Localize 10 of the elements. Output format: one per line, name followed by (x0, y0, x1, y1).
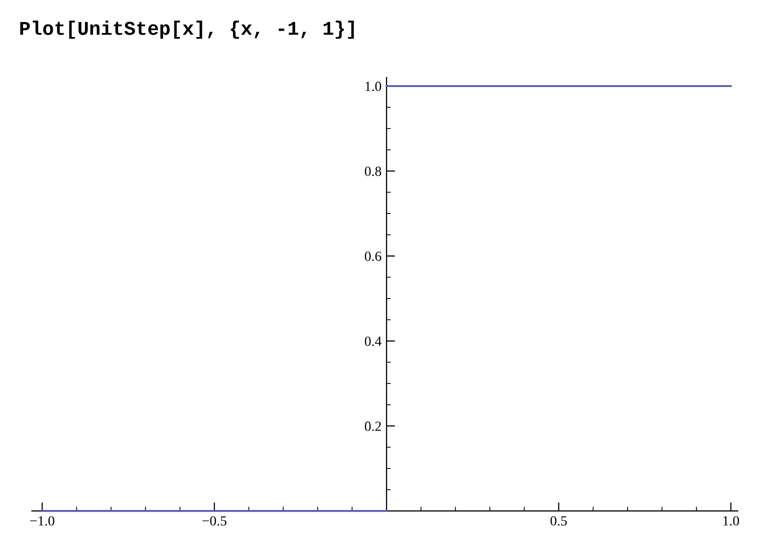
y-tick-label: 0.2 (364, 422, 381, 431)
x-tick-label: −1.0 (30, 516, 54, 526)
chart-title: Plot[UnitStep[x], {x, -1, 1}] (20, 20, 354, 39)
y-tick-label: 0.8 (364, 166, 382, 176)
x-tick-label: −0.5 (202, 516, 226, 526)
x-tick-label: 0.5 (550, 516, 567, 526)
y-tick-label: 0.4 (364, 336, 382, 346)
y-tick-label: 1.0 (366, 82, 382, 92)
y-tick-label: 0.6 (364, 252, 382, 262)
x-tick-label: 1.0 (723, 516, 740, 526)
